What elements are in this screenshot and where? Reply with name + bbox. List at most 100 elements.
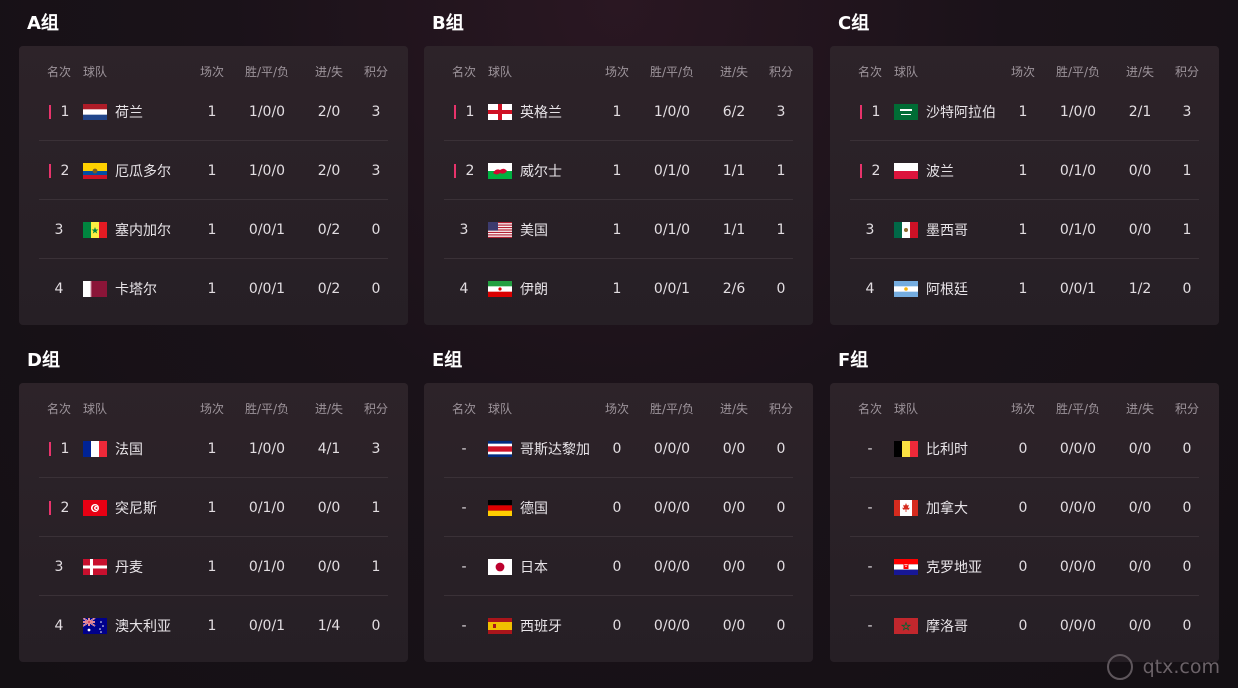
team-cell[interactable]: 克罗地亚 (894, 537, 1014, 596)
team-name[interactable]: 丹麦 (115, 559, 143, 576)
team-cell[interactable]: 英格兰 (488, 82, 608, 141)
table-row[interactable]: 4 阿根廷 1 0/0/1 1/2 0 (830, 259, 1219, 318)
team-cell[interactable]: 澳大利亚 (82, 596, 203, 655)
table-row[interactable]: 1 沙特阿拉伯 1 1/0/0 2/1 3 (830, 82, 1219, 141)
team-cell[interactable]: 墨西哥 (894, 200, 1014, 259)
team-name[interactable]: 比利时 (926, 441, 968, 458)
goals-value: 0/0 (1128, 558, 1152, 575)
qualified-marker (859, 104, 862, 119)
costarica-flag-icon (488, 440, 512, 457)
table-row[interactable]: 3 塞内加尔 1 0/0/1 0/2 0 (19, 200, 408, 259)
goals-value: 0/0 (1128, 221, 1152, 238)
goals-value: 0/0 (1128, 162, 1152, 179)
team-cell[interactable]: 德国 (488, 478, 608, 537)
team-cell[interactable]: 哥斯达黎加 (488, 419, 608, 478)
table-row[interactable]: 2 威尔士 1 0/1/0 1/1 1 (424, 141, 813, 200)
table-row[interactable]: - 比利时 0 0/0/0 0/0 0 (830, 419, 1219, 478)
team-cell[interactable]: 摩洛哥 (894, 596, 1014, 655)
rank-cell: 1 (39, 419, 79, 478)
team-cell[interactable]: 美国 (488, 200, 608, 259)
team-cell[interactable]: 丹麦 (83, 537, 203, 596)
team-name[interactable]: 摩洛哥 (926, 618, 968, 635)
team-cell[interactable]: 加拿大 (894, 478, 1014, 537)
table-row[interactable]: 3 美国 1 0/1/0 1/1 1 (424, 200, 813, 259)
rank-cell: 4 (39, 596, 79, 655)
wdl-header: 胜/平/负 (649, 64, 695, 79)
team-cell[interactable]: 波兰 (894, 141, 1014, 200)
team-name[interactable]: 沙特阿拉伯 (926, 104, 996, 121)
rank-value: 1 (871, 103, 881, 120)
table-row[interactable]: 4 澳大利亚 1 0/0/1 1/4 0 (19, 596, 408, 655)
table-row[interactable]: - 日本 0 0/0/0 0/0 0 (424, 537, 813, 596)
team-name[interactable]: 德国 (520, 500, 548, 517)
team-name[interactable]: 荷兰 (115, 104, 143, 121)
team-cell[interactable]: 卡塔尔 (83, 259, 203, 318)
team-name[interactable]: 西班牙 (520, 618, 562, 635)
table-row[interactable]: 4 卡塔尔 1 0/0/1 0/2 0 (19, 259, 408, 318)
table-header: 名次 球队 场次 胜/平/负 进/失 积分 (424, 62, 813, 80)
germany-flag-icon (488, 499, 512, 516)
table-row[interactable]: 1 英格兰 1 1/0/0 6/2 3 (424, 82, 813, 141)
table-row[interactable]: 2 突尼斯 1 0/1/0 0/0 1 (19, 478, 408, 537)
table-row[interactable]: 4 伊朗 1 0/0/1 2/6 0 (424, 259, 813, 318)
team-cell[interactable]: 伊朗 (488, 259, 608, 318)
team-name[interactable]: 法国 (115, 441, 143, 458)
table-row[interactable]: 2 厄瓜多尔 1 1/0/0 2/0 3 (19, 141, 408, 200)
team-name[interactable]: 阿根廷 (926, 281, 968, 298)
team-cell[interactable]: 塞内加尔 (83, 200, 203, 259)
team-name[interactable]: 伊朗 (520, 281, 548, 298)
team-name[interactable]: 美国 (520, 222, 548, 239)
team-name[interactable]: 厄瓜多尔 (115, 163, 171, 180)
rank-value: - (867, 617, 873, 634)
row-divider (39, 595, 388, 596)
tunisia-flag-icon (83, 499, 107, 516)
team-cell[interactable]: 荷兰 (83, 82, 203, 141)
team-cell[interactable]: 法国 (83, 419, 203, 478)
standings-table: 名次 球队 场次 胜/平/负 进/失 积分 1 荷兰 1 1/0/0 2/0 3 2 厄瓜多尔 1 1/0/0… (19, 46, 408, 325)
team-cell[interactable]: 威尔士 (488, 141, 608, 200)
points-value: 3 (1182, 103, 1192, 120)
team-cell[interactable]: 厄瓜多尔 (83, 141, 203, 200)
team-name[interactable]: 哥斯达黎加 (520, 441, 590, 458)
team-name[interactable]: 日本 (520, 559, 548, 576)
goals-value: 2/0 (317, 103, 341, 120)
team-name[interactable]: 卡塔尔 (115, 281, 157, 298)
goals-value: 0/0 (317, 558, 341, 575)
table-row[interactable]: - 加拿大 0 0/0/0 0/0 0 (830, 478, 1219, 537)
table-row[interactable]: - 西班牙 0 0/0/0 0/0 0 (424, 596, 813, 655)
team-cell[interactable]: 突尼斯 (83, 478, 203, 537)
team-name[interactable]: 加拿大 (926, 500, 968, 517)
table-row[interactable]: - 摩洛哥 0 0/0/0 0/0 0 (830, 596, 1219, 655)
team-cell[interactable]: 阿根廷 (894, 259, 1014, 318)
team-cell[interactable]: 日本 (488, 537, 608, 596)
rank-value: - (461, 617, 467, 634)
team-cell[interactable]: 比利时 (894, 419, 1014, 478)
table-row[interactable]: - 克罗地亚 0 0/0/0 0/0 0 (830, 537, 1219, 596)
table-row[interactable]: 1 荷兰 1 1/0/0 2/0 3 (19, 82, 408, 141)
table-row[interactable]: - 德国 0 0/0/0 0/0 0 (424, 478, 813, 537)
wales-flag-icon (488, 162, 512, 179)
team-name[interactable]: 英格兰 (520, 104, 562, 121)
team-cell[interactable]: 西班牙 (488, 596, 608, 655)
team-name[interactable]: 墨西哥 (926, 222, 968, 239)
standings-table: 名次 球队 场次 胜/平/负 进/失 积分 - 哥斯达黎加 0 0/0/0 0/0 0 - 德国 0 0/0/… (424, 383, 813, 662)
wdl-header: 胜/平/负 (649, 401, 695, 416)
team-name[interactable]: 突尼斯 (115, 500, 157, 517)
wdl-value: 0/0/0 (1059, 499, 1097, 516)
table-row[interactable]: 1 法国 1 1/0/0 4/1 3 (19, 419, 408, 478)
goals-value: 0/0 (722, 558, 746, 575)
table-row[interactable]: 2 波兰 1 0/1/0 0/0 1 (830, 141, 1219, 200)
team-name[interactable]: 波兰 (926, 163, 954, 180)
goals-header: 进/失 (314, 64, 344, 79)
team-name[interactable]: 克罗地亚 (926, 559, 982, 576)
played-value: 1 (207, 617, 217, 634)
table-row[interactable]: - 哥斯达黎加 0 0/0/0 0/0 0 (424, 419, 813, 478)
team-cell[interactable]: 沙特阿拉伯 (894, 82, 1014, 141)
team-name[interactable]: 威尔士 (520, 163, 562, 180)
table-row[interactable]: 3 丹麦 1 0/1/0 0/0 1 (19, 537, 408, 596)
team-name[interactable]: 塞内加尔 (115, 222, 171, 239)
points-value: 1 (371, 499, 381, 516)
played-header: 场次 (199, 401, 224, 416)
table-row[interactable]: 3 墨西哥 1 0/1/0 0/0 1 (830, 200, 1219, 259)
team-name[interactable]: 澳大利亚 (115, 618, 171, 635)
